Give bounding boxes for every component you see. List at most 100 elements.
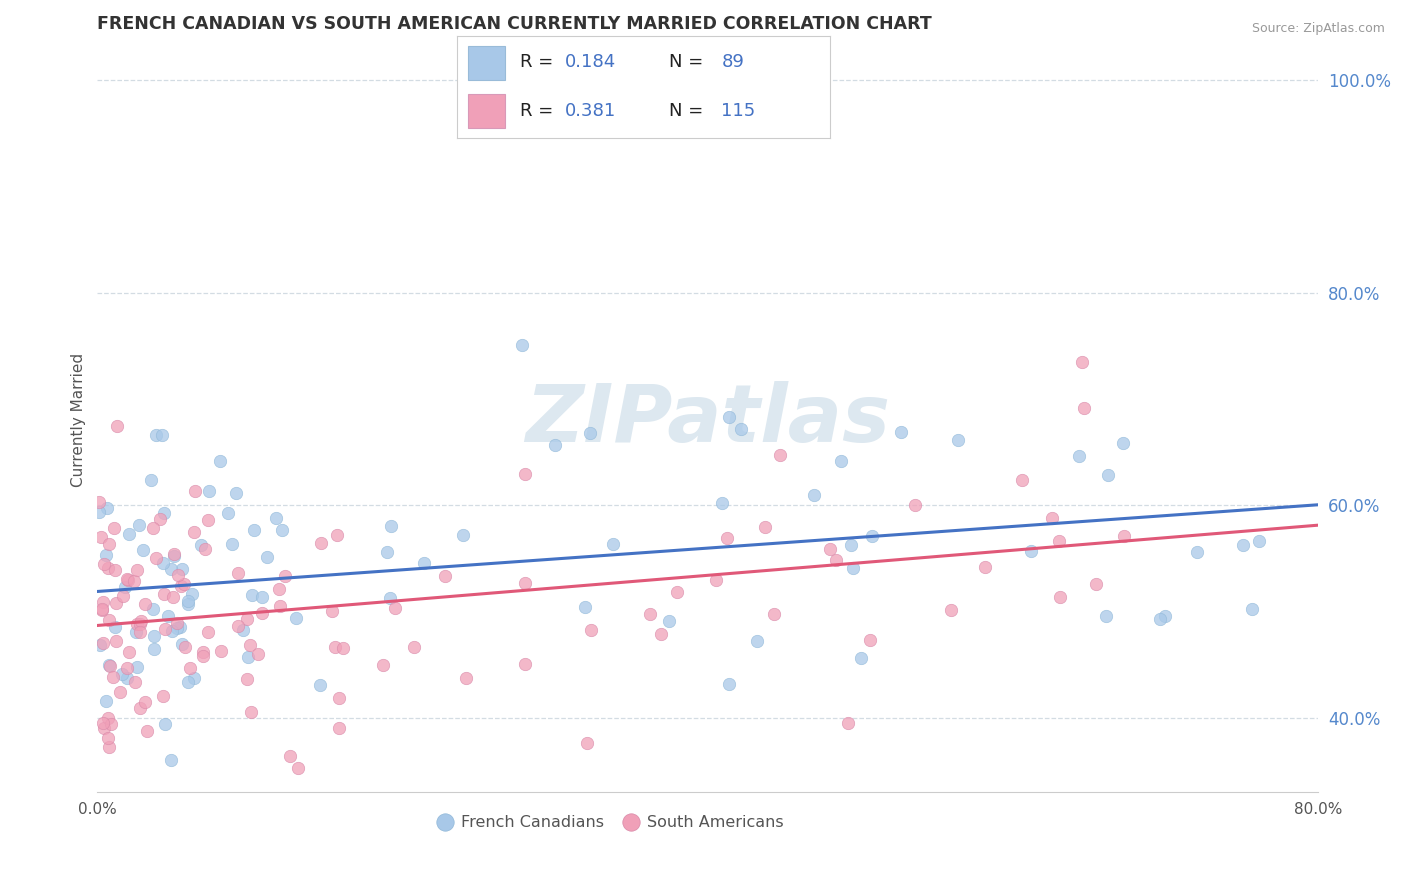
Point <box>704 574 727 588</box>
Point <box>97 711 120 725</box>
Point <box>325 640 347 654</box>
Point <box>236 672 259 686</box>
Point <box>285 611 308 625</box>
Point <box>578 426 600 441</box>
Point <box>124 625 146 640</box>
Point <box>221 536 243 550</box>
Point <box>256 550 278 565</box>
Point <box>269 599 291 614</box>
Point <box>1049 591 1071 605</box>
Point <box>238 650 260 665</box>
Point <box>939 602 962 616</box>
Point <box>1112 436 1135 450</box>
Point <box>326 528 349 542</box>
Point <box>179 661 201 675</box>
Point <box>513 576 536 591</box>
Point <box>91 636 114 650</box>
Point <box>904 498 927 512</box>
Text: R =: R = <box>520 54 560 71</box>
Point <box>152 587 174 601</box>
Text: 89: 89 <box>721 54 744 71</box>
Point <box>309 535 332 549</box>
Point <box>143 642 166 657</box>
Point <box>716 531 738 545</box>
Point <box>197 513 219 527</box>
Point <box>125 660 148 674</box>
Point <box>544 437 567 451</box>
Point <box>128 518 150 533</box>
Point <box>658 614 681 628</box>
Point <box>1240 602 1263 616</box>
Point <box>177 597 200 611</box>
Point <box>380 518 402 533</box>
Point <box>226 566 249 580</box>
Point <box>100 659 122 673</box>
Point <box>328 721 350 735</box>
Point <box>1011 473 1033 487</box>
Point <box>170 562 193 576</box>
Point <box>830 453 852 467</box>
Point <box>745 634 768 648</box>
Point <box>818 542 841 557</box>
Point <box>190 538 212 552</box>
Point <box>122 574 145 588</box>
Point <box>150 427 173 442</box>
Point <box>602 537 624 551</box>
Point <box>152 556 174 570</box>
Text: Source: ZipAtlas.com: Source: ZipAtlas.com <box>1251 22 1385 36</box>
Point <box>166 615 188 630</box>
Point <box>252 590 274 604</box>
Point <box>93 722 115 736</box>
Point <box>91 603 114 617</box>
Point <box>274 568 297 582</box>
Point <box>194 542 217 557</box>
Point <box>1249 533 1271 548</box>
Point <box>134 597 156 611</box>
Point <box>510 338 533 352</box>
Point <box>860 529 883 543</box>
Point <box>579 623 602 637</box>
Point <box>513 657 536 671</box>
Point <box>1094 609 1116 624</box>
Point <box>91 595 114 609</box>
Point <box>142 521 165 535</box>
Point <box>142 629 165 643</box>
Point <box>177 594 200 608</box>
Point <box>859 632 882 647</box>
Point <box>717 409 740 424</box>
Point <box>149 512 172 526</box>
Point <box>162 624 184 639</box>
Point <box>163 548 186 562</box>
Point <box>710 496 733 510</box>
Point <box>264 511 287 525</box>
Bar <box>468 45 505 79</box>
Text: 0.184: 0.184 <box>565 54 616 71</box>
Point <box>108 685 131 699</box>
Point <box>271 523 294 537</box>
Point <box>1019 544 1042 558</box>
Point <box>96 548 118 562</box>
Point <box>1232 538 1254 552</box>
Point <box>94 694 117 708</box>
Point <box>103 521 125 535</box>
Point <box>142 601 165 615</box>
Point <box>170 579 193 593</box>
Point <box>1149 612 1171 626</box>
Point <box>1070 355 1092 369</box>
Point <box>183 672 205 686</box>
Point <box>1047 534 1070 549</box>
Y-axis label: Currently Married: Currently Married <box>72 353 86 487</box>
Point <box>267 582 290 597</box>
Point <box>93 557 115 571</box>
Point <box>842 561 865 575</box>
Point <box>163 549 186 563</box>
Point <box>90 530 112 544</box>
Point <box>118 645 141 659</box>
Point <box>117 573 139 587</box>
Point <box>730 421 752 435</box>
Text: R =: R = <box>520 102 560 120</box>
Point <box>226 619 249 633</box>
Point <box>125 563 148 577</box>
Point <box>125 616 148 631</box>
Point <box>841 538 863 552</box>
